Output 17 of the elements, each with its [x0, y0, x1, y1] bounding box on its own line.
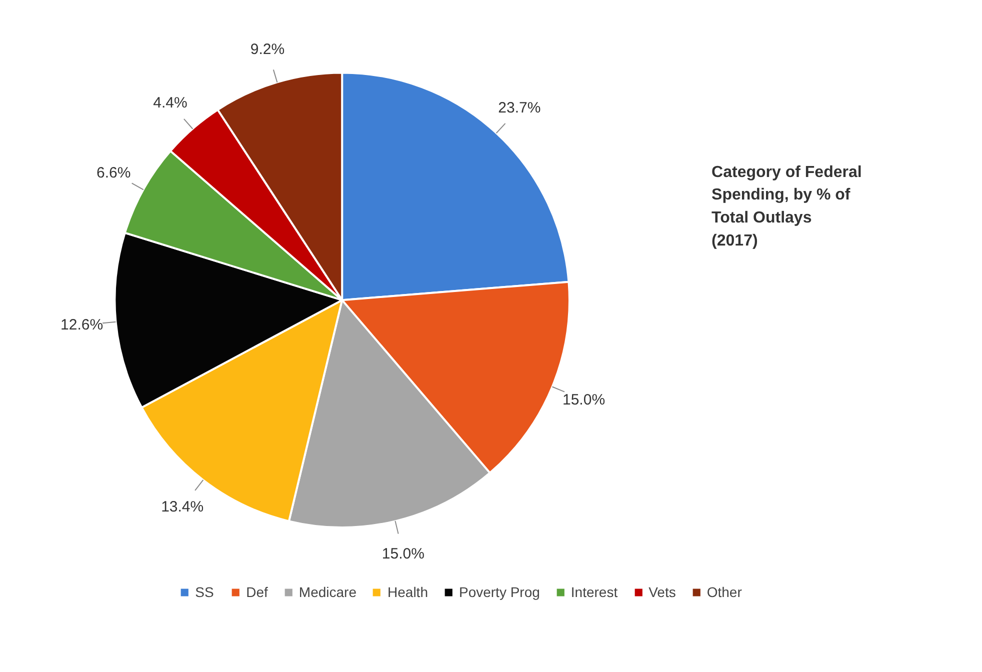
legend-label: Vets [648, 584, 676, 600]
data-label: 9.2% [250, 41, 285, 58]
data-label: 23.7% [498, 100, 541, 117]
legend-label: SS [195, 584, 215, 600]
data-label: 15.0% [382, 546, 424, 563]
legend-label: Poverty Prog [458, 584, 540, 600]
legend-label: Other [706, 584, 742, 600]
data-label: 13.4% [161, 498, 204, 516]
text: Category of Federal Spending, by % of Total Outlays (2017) [712, 164, 862, 250]
legend-label: Medicare [298, 584, 357, 600]
legend-label: Def [246, 584, 268, 600]
data-label: 12.6% [60, 316, 104, 334]
legend-label: Interest [570, 584, 618, 600]
legend-label: Health [388, 584, 428, 600]
data-label: 4.4% [153, 94, 188, 112]
data-label: 15.0% [562, 391, 606, 408]
data-label: 6.6% [96, 164, 131, 182]
